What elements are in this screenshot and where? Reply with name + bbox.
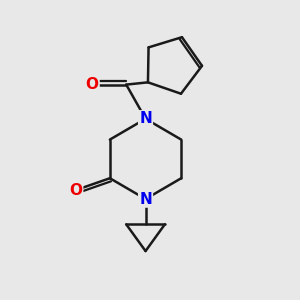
Text: N: N: [139, 111, 152, 126]
Text: O: O: [69, 183, 82, 198]
Text: O: O: [85, 77, 98, 92]
Text: N: N: [139, 191, 152, 206]
